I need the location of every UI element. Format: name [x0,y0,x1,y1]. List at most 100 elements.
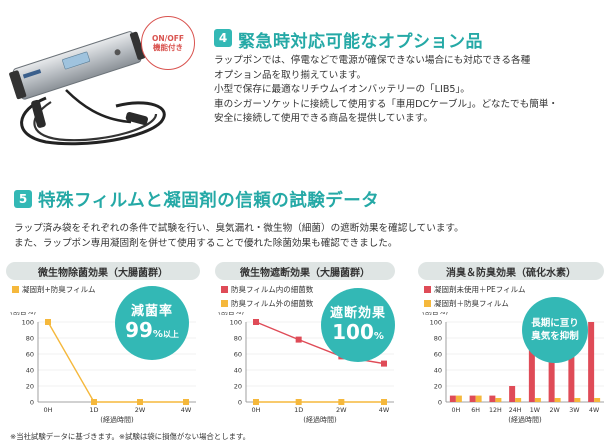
body-line: ラップ済み袋をそれぞれの条件で試験を行い、臭気漏れ・微生物（細菌）の遮断効果を確… [14,223,464,234]
legend-label: 凝固剤+防臭フィルム [22,285,96,294]
body-line: オプション品を取り揃えています。 [214,69,367,81]
legend-swatch [424,300,431,307]
legend-label: 防臭フィルム外の細菌数 [231,299,314,308]
footnote: ※当社試験データに基づきます。※試験は袋に損傷がない場合とします。 [10,432,251,441]
data-point [183,399,189,405]
chart-title: 消臭＆防臭効果（硫化水素） [418,262,604,280]
deodorant-bar-chart: (割合%) 0 20 40 60 80 100 (経過時間) 0H 6H 12H 24H 1W 2W 3W 4… [422,312,604,424]
data-point [295,336,302,343]
y-tick-label: 60 [234,351,242,359]
x-tick-label: 2W [336,406,347,414]
y-tick-label: 100 [230,319,242,327]
legend-swatch [221,286,228,293]
y-tick-label: 60 [434,351,442,359]
x-tick-label: 1W [530,407,541,414]
bar [455,395,462,402]
callout-label: 減菌率 [130,304,173,319]
x-tick-label: 4W [589,407,600,414]
legend-item: 防臭フィルム内の細菌数 [221,284,313,295]
bar [594,398,601,402]
barrier-line-chart: (割合%) 0 20 40 60 80 100 (経過時間) 0H 1D 2W 4W [218,312,394,424]
chart-legend: 防臭フィルム内の細菌数 防臭フィルム外の細菌数 [221,284,313,309]
y-tick-label: 0 [238,399,242,407]
y-tick-label: 20 [234,383,242,391]
x-axis-label: (経過時間) [303,415,337,424]
legend-item: 凝固剤+防臭フィルム [12,284,95,295]
y-tick-label: 0 [438,399,442,407]
body-line: 車のシガーソケットに接続して使用する「車用DCケーブル」。どなたでも簡単・ [214,98,559,110]
x-tick-label: 12H [489,407,502,414]
bar [495,398,502,402]
on-off-badge-line1: ON/OFF [151,33,184,43]
x-tick-label: 2W [135,406,146,414]
bar [554,398,561,402]
y-tick-label: 0 [30,399,34,407]
body-line: 安全に接続して使用できる商品を提供しています。 [214,113,433,125]
x-axis-label: (経過時間) [508,415,542,424]
x-tick-label: 6H [471,407,480,414]
y-tick-label: 100 [430,319,442,327]
data-point [253,399,259,405]
on-off-badge-line2: 機能付き [153,43,183,52]
legend-label: 防臭フィルム内の細菌数 [231,285,314,294]
section-title: 緊急時対応可能なオプション品 [238,32,483,52]
section-title: 特殊フィルムと凝固剤の信頼の試験データ [38,191,380,211]
callout-line: 臭気を抑制 [531,331,579,342]
x-tick-label: 3W [569,407,580,414]
callout-unit: % [373,331,384,342]
on-off-badge: ON/OFF 機能付き [141,16,195,70]
legend-label: 凝固剤＋防臭フィルム [434,299,509,308]
section-number-badge: 4 [214,29,232,47]
battery-device-image [9,31,166,146]
y-tick-label: 80 [234,335,242,343]
callout-value: 99%以上 [125,319,179,346]
section-body: ラップポンでは、停電などで電源が確保できない場合にも対応できる各種 オプション品… [214,54,606,127]
series-line [47,321,186,403]
y-tick-label: 100 [22,319,34,327]
legend-item: 凝固剤＋防臭フィルム [424,298,525,309]
odor-suppression-callout: 長期に亘り 臭気を抑制 [522,297,588,363]
bar [568,322,575,402]
callout-number: 99 [125,318,153,342]
bar [509,386,516,402]
x-tick-label: 1D [294,406,303,414]
data-point [295,399,302,405]
data-point [338,399,345,405]
body-line: 小型で保存に最適なリチウムイオンバッテリーの「LIB5」。 [214,84,470,96]
section-body: ラップ済み袋をそれぞれの条件で試験を行い、臭気漏れ・微生物（細菌）の遮断効果を確… [14,222,604,251]
bar [528,322,535,402]
bar [475,395,482,402]
data-point [137,399,143,405]
y-tick-label: 80 [434,335,442,343]
y-tick-label: 20 [26,383,34,391]
callout-suffix: 以上 [162,330,179,339]
callout-label: 遮断効果 [329,306,386,321]
barrier-effect-callout: 遮断効果 100% [321,288,395,362]
y-axis-label: (割合%) [422,312,448,316]
legend-item: 凝固剤未使用＋PEフィルム [424,284,525,295]
callout-number: 100 [332,320,374,344]
callout-value: 100% [332,321,384,348]
bar [469,395,476,402]
y-axis-label: (割合%) [218,312,244,316]
bar [574,398,581,402]
y-axis-label: (割合%) [10,312,36,316]
data-point [381,360,387,367]
y-tick-label: 40 [26,367,34,375]
body-line: また、ラップポン専用凝固剤を併せて使用することで優れた除菌効果も確認できました。 [14,237,398,249]
bar [588,322,595,402]
data-point [45,319,51,325]
x-tick-label: 1D [89,406,98,414]
x-tick-label: 0H [251,406,260,414]
chart-legend: 凝固剤未使用＋PEフィルム 凝固剤＋防臭フィルム [424,284,525,309]
y-tick-label: 40 [234,367,242,375]
y-tick-label: 40 [434,367,442,375]
legend-label: 凝固剤未使用＋PEフィルム [434,285,526,294]
legend-swatch [424,286,431,293]
chart-legend: 凝固剤+防臭フィルム [12,284,95,295]
x-tick-label: 24H [509,407,522,414]
body-line: ラップポンでは、停電などで電源が確保できない場合にも対応できる各種 [214,55,531,66]
bar [534,398,541,402]
bar [489,395,496,402]
bar [449,395,456,402]
